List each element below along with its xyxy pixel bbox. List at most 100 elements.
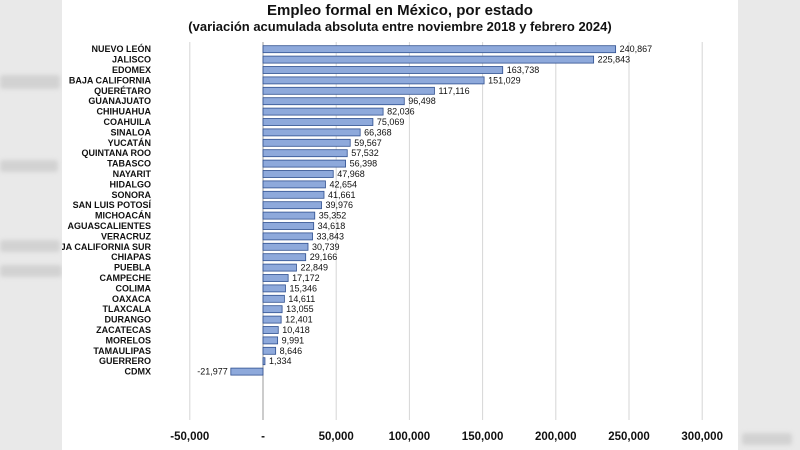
category-label: AGUASCALIENTES xyxy=(67,221,151,231)
value-label: 13,055 xyxy=(286,304,314,314)
value-label: 163,738 xyxy=(507,65,540,75)
value-label: 30,739 xyxy=(312,242,340,252)
value-label: 82,036 xyxy=(387,107,415,117)
x-tick-label: 250,000 xyxy=(608,431,650,443)
value-label: 66,368 xyxy=(364,127,392,137)
category-label: COAHUILA xyxy=(104,117,152,127)
value-label: 1,334 xyxy=(269,356,292,366)
bar xyxy=(262,253,307,262)
x-tick-label: 200,000 xyxy=(535,431,577,443)
category-label: TABASCO xyxy=(107,159,151,169)
labels: -50,000-50,000 100,000 150,000 200,000 250,0… xyxy=(62,43,723,443)
bar xyxy=(262,263,297,272)
category-label: BAJA CALIFORNIA SUR xyxy=(62,242,151,252)
value-label: 41,661 xyxy=(328,190,356,200)
category-label: SONORA xyxy=(111,190,151,200)
background-blur xyxy=(0,75,60,89)
category-label: BAJA CALIFORNIA xyxy=(69,75,152,85)
bar xyxy=(262,232,313,241)
value-label: 39,976 xyxy=(326,200,354,210)
category-label: COLIMA xyxy=(116,283,152,293)
category-label: SINALOA xyxy=(111,127,152,137)
category-label: HIDALGO xyxy=(110,179,152,189)
value-label: 22,849 xyxy=(300,263,328,273)
bar xyxy=(262,55,595,64)
bar xyxy=(262,118,374,126)
value-label: 47,968 xyxy=(337,169,365,179)
background-blur xyxy=(0,240,60,252)
background-blur xyxy=(0,160,58,172)
value-label: 14,611 xyxy=(288,294,315,304)
background-blur xyxy=(0,265,62,277)
category-label: CHIAPAS xyxy=(111,252,151,262)
value-label: 240,867 xyxy=(620,44,653,54)
value-label: 117,116 xyxy=(438,86,469,96)
x-tick-label: 50,000 xyxy=(319,431,354,443)
category-label: CHIHUAHUA xyxy=(97,107,152,117)
value-label: -21,977 xyxy=(197,367,228,377)
value-label: 12,401 xyxy=(285,315,313,325)
bar xyxy=(262,159,346,168)
chart-subtitle: (variación acumulada absoluta entre novi… xyxy=(188,19,612,34)
bar xyxy=(262,66,504,74)
category-label: QUINTANA ROO xyxy=(82,148,152,158)
value-label: 57,532 xyxy=(351,148,379,158)
bar xyxy=(262,274,289,282)
value-label: 225,843 xyxy=(598,55,631,65)
bar xyxy=(262,128,361,137)
category-label: SAN LUIS POTOSÍ xyxy=(73,200,152,210)
value-label: 8,646 xyxy=(280,346,303,356)
value-label: 35,352 xyxy=(319,211,347,221)
x-tick-label: - xyxy=(261,431,265,443)
bar xyxy=(230,367,264,376)
value-label: 56,398 xyxy=(350,159,378,169)
bar xyxy=(262,294,285,303)
category-label: VERACRUZ xyxy=(101,231,152,241)
category-label: TAMAULIPAS xyxy=(93,346,151,356)
value-label: 17,172 xyxy=(292,273,320,283)
x-tick-label: 300,000 xyxy=(681,431,723,443)
value-label: 34,618 xyxy=(318,221,346,231)
bar xyxy=(262,357,266,366)
bar xyxy=(262,211,316,220)
x-tick-label: 100,000 xyxy=(389,431,431,443)
bar xyxy=(262,149,348,158)
bar xyxy=(262,138,351,147)
category-label: PUEBLA xyxy=(114,263,152,273)
bar xyxy=(262,45,617,54)
x-tick-label: 150,000 xyxy=(462,431,504,443)
value-label: 151,029 xyxy=(488,75,521,85)
bar xyxy=(262,305,283,314)
category-label: DURANGO xyxy=(105,315,152,325)
bar xyxy=(262,86,435,95)
value-label: 29,166 xyxy=(310,252,338,262)
bar-chart: -50,000-50,000 100,000 150,000 200,000 250,0… xyxy=(62,42,723,443)
category-label: OAXACA xyxy=(112,294,152,304)
bar xyxy=(262,97,405,106)
x-tick-label: -50,000 xyxy=(170,431,209,443)
value-label: 33,843 xyxy=(317,231,345,241)
category-label: YUCATÁN xyxy=(108,138,151,148)
category-label: CDMX xyxy=(125,367,152,377)
bar xyxy=(262,190,325,199)
bar xyxy=(262,242,309,251)
chart-title: Empleo formal en México, por estado xyxy=(267,2,533,19)
bar xyxy=(262,346,277,355)
value-label: 10,418 xyxy=(282,325,310,335)
bar xyxy=(262,336,279,345)
bar xyxy=(262,170,334,178)
category-label: TLAXCALA xyxy=(103,304,152,314)
background-blur xyxy=(742,433,792,445)
category-label: GUANAJUATO xyxy=(88,96,151,106)
value-label: 96,498 xyxy=(408,96,436,106)
category-label: NUEVO LEÓN xyxy=(91,43,151,54)
bar xyxy=(262,326,279,334)
category-label: QUERÉTARO xyxy=(94,86,151,96)
value-label: 15,346 xyxy=(289,283,317,293)
category-label: MORELOS xyxy=(105,335,151,345)
category-label: NAYARIT xyxy=(113,169,152,179)
bar xyxy=(262,201,322,210)
chart-card: Empleo formal en México, por estado (var… xyxy=(62,0,738,450)
bars xyxy=(230,45,617,376)
value-label: 9,991 xyxy=(282,335,305,345)
